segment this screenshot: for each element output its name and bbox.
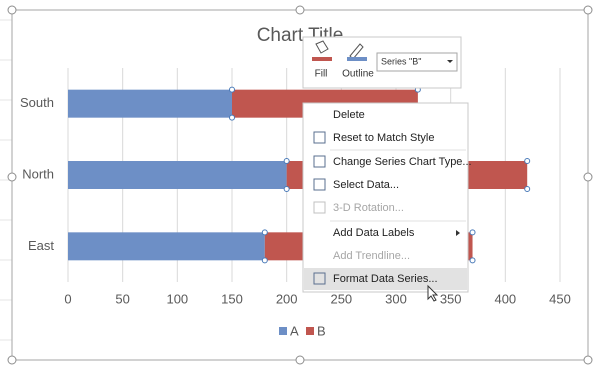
menu-item[interactable]: Add Data Labels: [333, 227, 415, 239]
selection-handle[interactable]: [469, 229, 476, 236]
legend-label[interactable]: A: [290, 323, 299, 338]
x-tick-label: 200: [276, 291, 298, 306]
menu-item: 3-D Rotation...: [333, 202, 404, 214]
x-tick-label: 450: [549, 291, 571, 306]
menu-item[interactable]: Change Series Chart Type...: [333, 156, 472, 168]
x-tick-label: 0: [64, 291, 71, 306]
fill-icon[interactable]: [315, 40, 329, 54]
y-tick-label: North: [22, 166, 54, 181]
context-menu: Delete Reset to Match Style Change Series …: [302, 102, 472, 293]
x-tick-label: 300: [385, 291, 407, 306]
selection-handle[interactable]: [283, 158, 290, 164]
menu-item: Add Trendline...: [333, 250, 410, 262]
menu-icon: [313, 131, 326, 144]
menu-icon: [313, 155, 326, 168]
legend-swatch[interactable]: [306, 327, 314, 335]
sheet-grid: [0, 19, 12, 341]
outline-swatch[interactable]: [347, 57, 367, 61]
x-tick-label: 350: [440, 291, 462, 306]
x-tick-label: 150: [221, 291, 243, 306]
selection-handle[interactable]: [229, 114, 235, 121]
menu-item[interactable]: Select Data...: [333, 179, 399, 191]
x-tick-label: 250: [330, 291, 352, 306]
menu-item[interactable]: Reset to Match Style: [333, 132, 435, 144]
x-tick-label: 100: [166, 291, 188, 306]
fill-swatch[interactable]: [312, 57, 332, 61]
menu-panel: [302, 102, 469, 293]
selection-handle[interactable]: [469, 257, 476, 264]
menu-icon: [313, 201, 326, 214]
bar[interactable]: [68, 89, 232, 118]
format-toolbar: Fill Outline Series "B": [302, 36, 462, 89]
menu-icon: [313, 272, 326, 285]
series-dropdown[interactable]: [376, 52, 458, 72]
x-tick-label: 400: [494, 291, 516, 306]
y-tick-label: East: [28, 238, 54, 253]
menu-highlight: [304, 268, 467, 290]
menu-icon: [313, 178, 326, 191]
bar[interactable]: [68, 161, 287, 189]
series-dropdown-text[interactable]: Series "B": [381, 56, 421, 66]
selection-handle[interactable]: [261, 229, 268, 236]
bar[interactable]: [68, 232, 265, 261]
outline-label[interactable]: Outline: [342, 69, 374, 80]
chart-handles[interactable]: [7, 5, 593, 365]
legend-label[interactable]: B: [317, 323, 326, 338]
selection-handle[interactable]: [261, 257, 268, 264]
x-tick-label: 50: [115, 291, 129, 306]
y-tick-label: South: [20, 95, 54, 110]
legend-swatch[interactable]: [279, 327, 287, 335]
selection-handle[interactable]: [229, 86, 235, 93]
menu-item[interactable]: Delete: [333, 109, 365, 121]
menu-item[interactable]: Format Data Series...: [333, 273, 438, 285]
selection-handle[interactable]: [524, 186, 531, 192]
mouse-cursor: [427, 284, 439, 302]
selection-handle[interactable]: [283, 186, 290, 192]
dropdown-arrow[interactable]: [447, 60, 453, 63]
fill-label[interactable]: Fill: [315, 69, 328, 80]
selection-handle[interactable]: [524, 158, 531, 164]
submenu-arrow: [456, 230, 460, 236]
